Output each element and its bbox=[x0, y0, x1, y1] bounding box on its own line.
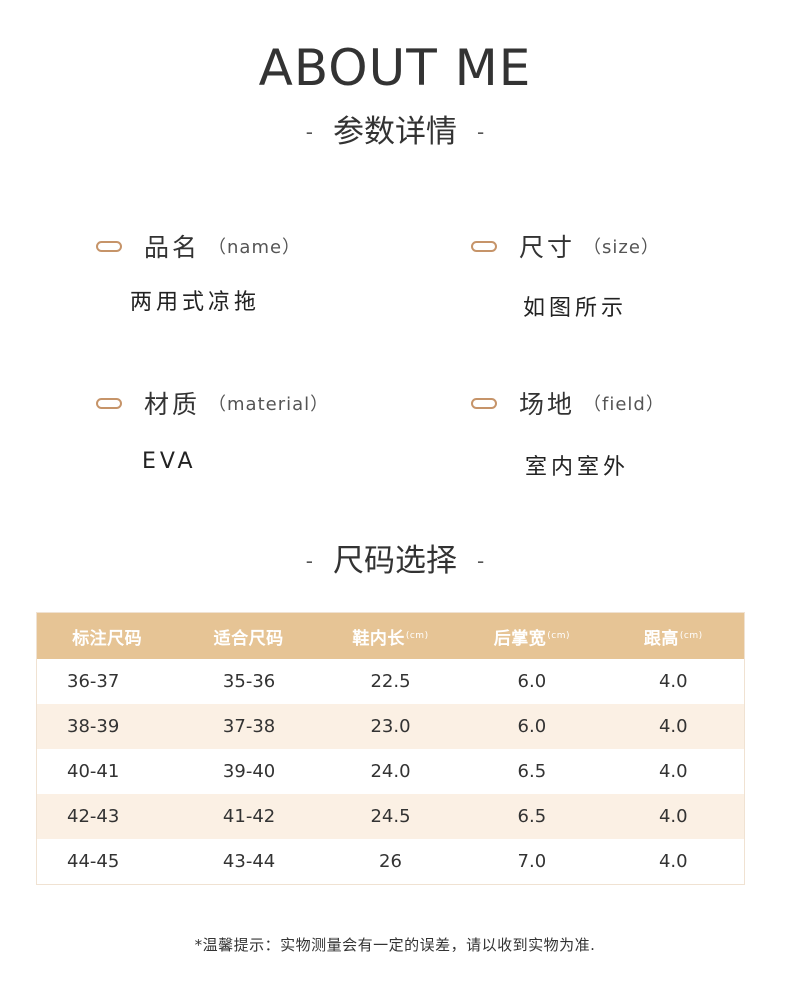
spec-size-label-en: （size） bbox=[583, 237, 660, 258]
header-unit: (cm) bbox=[405, 631, 429, 641]
spec-field-value: 室内室外 bbox=[525, 455, 630, 480]
header-cell: 鞋内长 (cm) bbox=[320, 613, 461, 659]
table-cell: 7.0 bbox=[517, 851, 547, 872]
pill-icon bbox=[96, 397, 122, 409]
table-row: 36-37 35-36 22.5 6.0 4.0 bbox=[37, 659, 744, 704]
spec-name-label-en: （name） bbox=[208, 237, 302, 258]
size-table: 标注尺码 适合尺码 鞋内长 (cm) 后掌宽 (cm) 跟高 (cm) 36-37 3… bbox=[36, 612, 745, 885]
table-row: 42-43 41-42 24.5 6.5 4.0 bbox=[37, 794, 744, 839]
table-cell: 6.0 bbox=[517, 716, 547, 737]
table-cell: 42-43 bbox=[67, 806, 120, 827]
spec-name-value: 两用式凉拖 bbox=[130, 290, 261, 315]
table-cell: 36-37 bbox=[67, 671, 120, 692]
table-cell: 40-41 bbox=[67, 761, 120, 782]
size-table-header: 标注尺码 适合尺码 鞋内长 (cm) 后掌宽 (cm) 跟高 (cm) bbox=[37, 613, 744, 659]
table-cell: 4.0 bbox=[658, 806, 688, 827]
spec-material: 材质 （material） bbox=[96, 385, 329, 421]
table-cell: 23.0 bbox=[370, 716, 411, 737]
header-label: 标注尺码 bbox=[72, 628, 143, 649]
spec-field-label: 场地 bbox=[519, 390, 576, 419]
size-section-title: - 尺码选择 - bbox=[0, 541, 790, 581]
table-cell: 4.0 bbox=[658, 716, 688, 737]
header-label: 适合尺码 bbox=[213, 628, 284, 649]
table-cell: 24.5 bbox=[370, 806, 411, 827]
pill-icon bbox=[471, 397, 497, 409]
header-label: 鞋内长 bbox=[352, 628, 405, 649]
header-label: 跟高 bbox=[643, 628, 679, 649]
header-unit: (cm) bbox=[547, 631, 570, 641]
spec-size: 尺寸 （size） bbox=[471, 228, 660, 264]
section-dash-left: - bbox=[305, 549, 313, 573]
table-cell: 44-45 bbox=[67, 851, 120, 872]
table-cell: 26 bbox=[379, 851, 402, 872]
table-cell: 4.0 bbox=[658, 761, 688, 782]
spec-field-label-en: （field） bbox=[583, 394, 665, 415]
pill-icon bbox=[471, 240, 497, 252]
spec-material-value: EVA bbox=[142, 449, 197, 474]
table-cell: 22.5 bbox=[370, 671, 411, 692]
spec-name: 品名 （name） bbox=[96, 228, 301, 264]
footer-note: *温馨提示：实物测量会有一定的误差，请以收到实物为准. bbox=[194, 936, 596, 954]
table-cell: 4.0 bbox=[658, 671, 688, 692]
header-label: 后掌宽 bbox=[493, 628, 547, 649]
table-row: 38-39 37-38 23.0 6.0 4.0 bbox=[37, 704, 744, 749]
header-unit: (cm) bbox=[679, 631, 703, 641]
table-cell: 41-42 bbox=[222, 806, 276, 827]
spec-name-label: 品名 bbox=[144, 233, 201, 262]
spec-size-value: 如图所示 bbox=[523, 296, 628, 321]
header-cell: 跟高 (cm) bbox=[603, 613, 744, 659]
header-cell: 适合尺码 bbox=[178, 613, 319, 659]
table-cell: 35-36 bbox=[222, 671, 276, 692]
table-cell: 24.0 bbox=[370, 761, 411, 782]
subtitle-dash-left: - bbox=[305, 120, 313, 144]
spec-field: 场地 （field） bbox=[471, 385, 665, 421]
size-section-title-text: 尺码选择 bbox=[333, 543, 457, 579]
table-cell: 6.5 bbox=[517, 761, 547, 782]
pill-icon bbox=[96, 240, 122, 252]
params-subtitle-text: 参数详情 bbox=[333, 114, 457, 150]
table-cell: 39-40 bbox=[222, 761, 276, 782]
table-row: 44-45 43-44 26 7.0 4.0 bbox=[37, 839, 744, 884]
spec-material-label: 材质 bbox=[144, 390, 201, 419]
table-cell: 43-44 bbox=[222, 851, 276, 872]
spec-material-label-en: （material） bbox=[208, 394, 330, 415]
header-cell: 标注尺码 bbox=[37, 613, 178, 659]
spec-size-label: 尺寸 bbox=[519, 233, 576, 262]
subtitle-dash-right: - bbox=[477, 120, 485, 144]
table-cell: 6.5 bbox=[517, 806, 547, 827]
table-row: 40-41 39-40 24.0 6.5 4.0 bbox=[37, 749, 744, 794]
table-cell: 4.0 bbox=[658, 851, 688, 872]
header-cell: 后掌宽 (cm) bbox=[461, 613, 602, 659]
table-cell: 6.0 bbox=[517, 671, 547, 692]
page-title: ABOUT ME bbox=[258, 39, 532, 97]
params-subtitle: - 参数详情 - bbox=[0, 112, 790, 152]
table-cell: 38-39 bbox=[67, 716, 120, 737]
section-dash-right: - bbox=[477, 549, 485, 573]
table-cell: 37-38 bbox=[222, 716, 276, 737]
